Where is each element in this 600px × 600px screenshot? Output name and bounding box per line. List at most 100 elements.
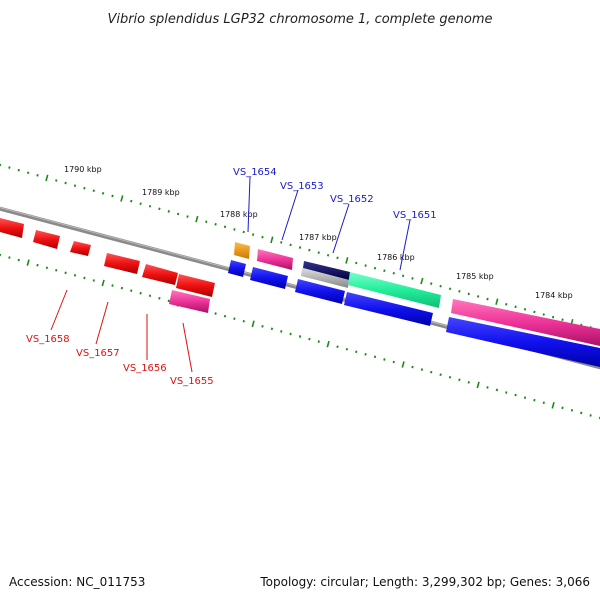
minor-tick [148, 204, 152, 208]
gene-left-red-3[interactable] [70, 241, 91, 256]
minor-tick [55, 268, 58, 272]
minor-tick [36, 263, 39, 267]
gene-blue-4[interactable] [344, 292, 433, 326]
gene-label-bottom[interactable]: VS_1658 [26, 334, 70, 345]
map-title: Vibrio splendidus LGP32 chromosome 1, co… [107, 12, 492, 27]
minor-tick [505, 302, 508, 306]
minor-tick [298, 335, 302, 338]
gene-blue-5[interactable] [446, 317, 600, 367]
gene-label-bottom[interactable]: VS_1656 [123, 363, 167, 374]
minor-tick [373, 266, 377, 270]
minor-tick [120, 286, 124, 290]
gene-vs1657[interactable] [142, 264, 178, 285]
minor-tick [64, 181, 67, 185]
minor-tick [476, 295, 480, 298]
minor-tick [345, 347, 349, 351]
gene-label-bottom[interactable]: VS_1655 [170, 376, 214, 387]
minor-tick [167, 299, 170, 303]
minor-tick [430, 282, 433, 285]
minor-tick [467, 292, 470, 296]
gene-label-top[interactable]: VS_1651 [393, 210, 437, 221]
gene-label-top[interactable]: VS_1652 [330, 194, 374, 205]
minor-tick [448, 375, 452, 379]
minor-tick [364, 353, 367, 356]
major-tick [45, 174, 49, 182]
gene-blue-2[interactable] [250, 267, 288, 289]
gene-label-bottom[interactable]: VS_1657 [76, 348, 120, 359]
gene-label-top[interactable]: VS_1654 [233, 167, 277, 178]
major-tick [326, 340, 330, 348]
gene-track-reverse [0, 218, 600, 367]
minor-tick [261, 325, 264, 328]
major-tick [251, 320, 255, 328]
minor-tick [242, 319, 245, 323]
gene-vs1652-navy[interactable] [303, 261, 350, 280]
major-tick [120, 195, 124, 202]
callout-line [182, 322, 193, 373]
minor-tick [430, 370, 433, 374]
minor-tick [139, 291, 142, 295]
minor-tick [111, 284, 114, 287]
minor-tick [17, 258, 20, 262]
callout-line [332, 203, 350, 254]
minor-tick [148, 294, 152, 298]
gene-label-top[interactable]: VS_1653 [280, 181, 324, 192]
gene-vs1655[interactable] [169, 290, 210, 313]
gene-vs1656[interactable] [176, 274, 215, 297]
minor-tick [561, 318, 564, 321]
gene-right-pink[interactable] [451, 299, 600, 346]
gene-vs1651[interactable] [348, 272, 441, 308]
minor-tick [158, 296, 161, 300]
minor-tick [355, 261, 358, 265]
minor-tick [439, 284, 442, 288]
minor-tick [270, 327, 274, 331]
minor-tick [8, 256, 11, 259]
minor-tick [505, 391, 508, 394]
minor-tick [280, 330, 283, 333]
minor-tick [373, 355, 377, 359]
minor-tick [261, 235, 264, 239]
minor-tick [92, 279, 95, 282]
minor-tick [326, 253, 330, 257]
gene-left-red-2[interactable] [33, 230, 60, 249]
scale-ticks-upper [0, 163, 600, 332]
gene-left-red-1[interactable] [0, 218, 24, 238]
minor-tick [17, 168, 20, 172]
gene-vs1654[interactable] [234, 242, 250, 259]
minor-tick [336, 345, 339, 348]
minor-tick [176, 212, 180, 216]
minor-tick [392, 360, 395, 364]
minor-tick [448, 287, 452, 291]
minor-tick [392, 271, 395, 275]
minor-tick [514, 393, 517, 397]
minor-tick [289, 332, 292, 336]
major-tick [345, 257, 349, 264]
minor-tick [523, 396, 527, 399]
gene-blue-3[interactable] [295, 279, 345, 304]
minor-tick [64, 271, 67, 275]
minor-tick [542, 313, 545, 316]
minor-tick [26, 171, 30, 175]
minor-tick [73, 274, 77, 277]
minor-tick [533, 398, 536, 402]
major-tick [420, 277, 424, 285]
minor-tick [458, 378, 461, 382]
gene-vs1653[interactable] [257, 249, 293, 270]
minor-tick [458, 290, 461, 293]
gene-vs1652-grey[interactable] [301, 268, 349, 288]
scale-label: 1784 kbp [535, 291, 573, 300]
minor-tick [251, 233, 255, 236]
callout-line [95, 301, 109, 345]
gene-vs1658[interactable] [104, 253, 140, 274]
minor-tick [486, 297, 489, 301]
minor-tick [355, 350, 358, 354]
minor-tick [8, 166, 11, 169]
gene-blue-1[interactable] [228, 260, 246, 277]
callout-line [247, 176, 251, 233]
scale-label: 1786 kbp [377, 253, 415, 262]
minor-tick [205, 220, 208, 224]
topology-summary: Topology: circular; Length: 3,299,302 bp… [259, 575, 590, 589]
minor-tick [83, 276, 86, 280]
scale-label: 1787 kbp [299, 233, 337, 242]
